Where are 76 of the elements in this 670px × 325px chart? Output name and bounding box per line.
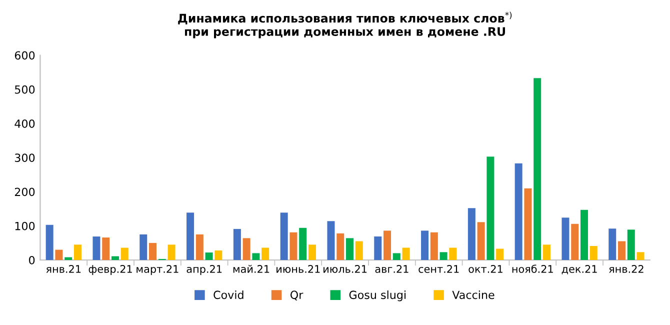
x-tick-label: апр.21 bbox=[186, 265, 222, 275]
x-tick-label: окт.21 bbox=[468, 265, 502, 273]
x-tick-label: авг.21 bbox=[375, 265, 408, 273]
bar bbox=[580, 210, 588, 260]
bar bbox=[120, 248, 128, 260]
bar bbox=[149, 242, 157, 260]
bar bbox=[262, 248, 270, 260]
bar bbox=[440, 252, 448, 260]
bar bbox=[384, 230, 392, 260]
bar bbox=[402, 248, 410, 260]
bar bbox=[477, 222, 485, 260]
bar bbox=[280, 212, 288, 260]
bar bbox=[486, 156, 494, 260]
bar bbox=[299, 228, 307, 260]
bar bbox=[196, 234, 204, 260]
bar bbox=[111, 256, 119, 260]
bar bbox=[392, 253, 400, 260]
bar bbox=[55, 250, 63, 260]
bar bbox=[514, 163, 522, 260]
bar bbox=[618, 241, 626, 260]
bar bbox=[290, 232, 298, 260]
x-tick-label: дек.21 bbox=[562, 265, 597, 274]
y-tick-label: 100 bbox=[15, 222, 35, 230]
y-tick-label: 400 bbox=[14, 119, 35, 128]
bar bbox=[524, 188, 532, 260]
bar bbox=[140, 234, 148, 260]
y-tick-label: 600 bbox=[14, 51, 35, 60]
bar bbox=[374, 236, 382, 260]
bar bbox=[496, 248, 504, 260]
bar bbox=[636, 252, 644, 260]
x-tick-label: июнь.21 bbox=[276, 265, 320, 273]
bar bbox=[627, 230, 635, 260]
bar bbox=[233, 228, 241, 260]
y-tick-label: 200 bbox=[14, 188, 35, 196]
bar bbox=[430, 232, 438, 260]
x-tick-label: июль.21 bbox=[324, 265, 367, 273]
bar bbox=[542, 244, 550, 260]
legend-label: Gosu slugi bbox=[349, 290, 406, 302]
x-tick-label: март.21 bbox=[136, 265, 178, 275]
legend-label: Covid bbox=[214, 290, 244, 300]
bar bbox=[102, 237, 110, 260]
y-tick-label: 500 bbox=[14, 85, 35, 94]
bar bbox=[46, 224, 54, 260]
bar bbox=[92, 236, 100, 260]
x-tick-label: сент.21 bbox=[418, 265, 459, 273]
x-tick-label: нояб.21 bbox=[512, 264, 553, 273]
bar bbox=[336, 233, 344, 260]
bar bbox=[346, 238, 354, 260]
x-tick-label: февр.21 bbox=[88, 265, 132, 275]
x-tick-label: май.21 bbox=[233, 264, 270, 273]
bar bbox=[242, 238, 250, 260]
bar bbox=[468, 208, 476, 260]
x-tick-label: янв.22 bbox=[609, 265, 644, 273]
bar bbox=[205, 252, 213, 260]
bar bbox=[590, 246, 598, 260]
bar bbox=[214, 250, 222, 260]
bar bbox=[562, 218, 570, 260]
bar bbox=[168, 244, 176, 260]
bar bbox=[327, 221, 335, 260]
bar bbox=[308, 244, 316, 260]
bar bbox=[355, 241, 363, 260]
bar bbox=[64, 257, 72, 260]
y-tick-label: 0 bbox=[29, 256, 35, 264]
bar bbox=[571, 224, 579, 260]
bar bbox=[252, 253, 260, 260]
legend-label: Qr bbox=[290, 290, 304, 300]
bar bbox=[534, 78, 542, 260]
bar bbox=[421, 230, 429, 260]
bar bbox=[74, 244, 82, 260]
bar bbox=[449, 248, 457, 260]
x-tick-label: янв.21 bbox=[46, 265, 81, 273]
legend-label: Vaccine bbox=[452, 290, 494, 300]
y-tick-label: 300 bbox=[14, 154, 35, 162]
bar bbox=[608, 228, 616, 260]
chart-title: Динамика использования типов ключевых слов$^{*)}$ при регистрации доменных имен в домене .RU bbox=[178, 12, 512, 38]
bar bbox=[186, 212, 194, 260]
